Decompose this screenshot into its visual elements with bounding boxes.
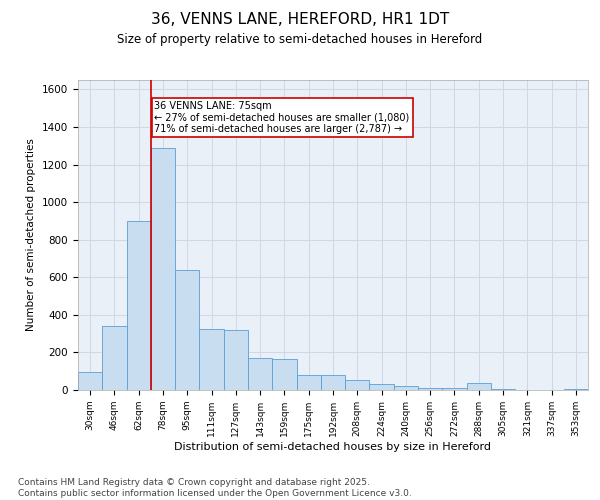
X-axis label: Distribution of semi-detached houses by size in Hereford: Distribution of semi-detached houses by … — [175, 442, 491, 452]
Text: 36, VENNS LANE, HEREFORD, HR1 1DT: 36, VENNS LANE, HEREFORD, HR1 1DT — [151, 12, 449, 28]
Text: Size of property relative to semi-detached houses in Hereford: Size of property relative to semi-detach… — [118, 32, 482, 46]
Bar — [296, 375, 321, 390]
Bar — [345, 380, 370, 390]
Bar — [224, 330, 248, 390]
Bar — [248, 358, 272, 390]
Bar — [272, 359, 296, 390]
Bar — [78, 372, 102, 390]
Bar — [564, 389, 588, 390]
Text: 36 VENNS LANE: 75sqm
← 27% of semi-detached houses are smaller (1,080)
71% of se: 36 VENNS LANE: 75sqm ← 27% of semi-detac… — [155, 100, 410, 134]
Bar — [127, 221, 151, 390]
Bar — [442, 388, 467, 390]
Bar — [199, 329, 224, 390]
Y-axis label: Number of semi-detached properties: Number of semi-detached properties — [26, 138, 37, 332]
Bar — [321, 375, 345, 390]
Bar — [370, 384, 394, 390]
Bar — [394, 386, 418, 390]
Bar — [491, 389, 515, 390]
Bar — [175, 270, 199, 390]
Bar — [467, 384, 491, 390]
Bar — [102, 326, 127, 390]
Text: Contains HM Land Registry data © Crown copyright and database right 2025.
Contai: Contains HM Land Registry data © Crown c… — [18, 478, 412, 498]
Bar — [418, 388, 442, 390]
Bar — [151, 148, 175, 390]
